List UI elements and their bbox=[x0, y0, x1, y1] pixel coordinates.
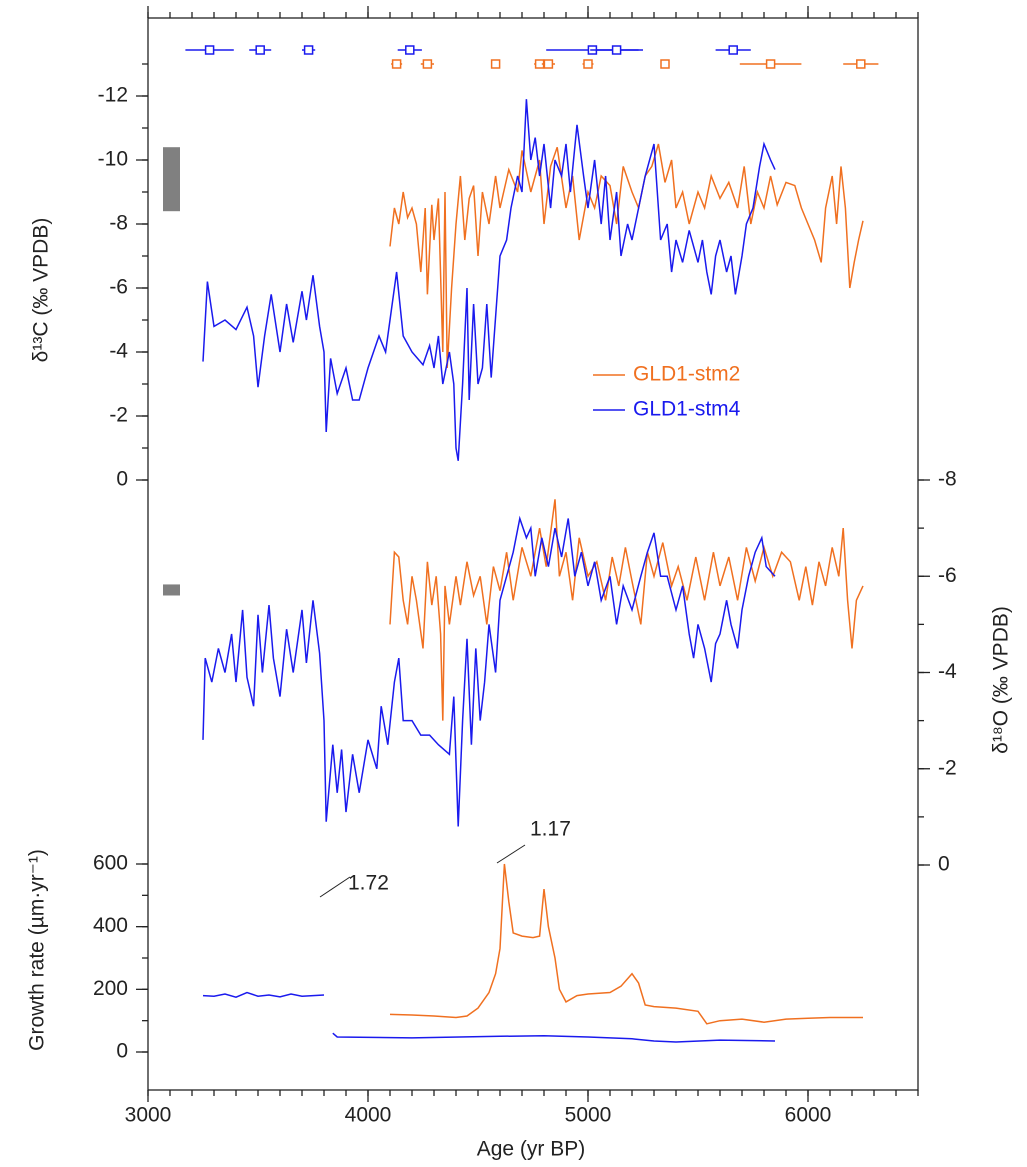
y-tick-label: -2 bbox=[109, 404, 128, 427]
y-tick-label: 600 bbox=[93, 852, 128, 875]
y-tick-label: -2 bbox=[938, 756, 957, 779]
y-tick-label: 0 bbox=[938, 853, 950, 876]
growth-line bbox=[202, 991, 776, 1043]
y-tick-label: 0 bbox=[116, 468, 128, 491]
x-tick-label: 6000 bbox=[785, 1104, 832, 1127]
y2-axis-label: δ¹⁸O (‰ VPDB) bbox=[990, 606, 1013, 754]
x-axis-label: Age (yr BP) bbox=[477, 1138, 586, 1161]
date-point bbox=[765, 59, 776, 69]
date-point bbox=[660, 59, 670, 69]
error-bar bbox=[163, 584, 180, 596]
y-tick-label: -8 bbox=[109, 212, 128, 235]
annotation-leader bbox=[496, 844, 526, 864]
date-point bbox=[422, 59, 433, 69]
d13c-line bbox=[389, 143, 864, 369]
y-tick-label: -10 bbox=[98, 148, 128, 171]
y-tick-label: -6 bbox=[109, 276, 128, 299]
date-point bbox=[303, 45, 314, 55]
date-point bbox=[728, 45, 738, 55]
y-axis-label: δ¹³C (‰ VPDB) bbox=[30, 218, 53, 363]
date-point bbox=[204, 45, 215, 55]
annotation: 1.17 bbox=[530, 818, 571, 841]
d13c-line bbox=[202, 99, 776, 461]
y-tick-label: -6 bbox=[938, 564, 957, 587]
legend-label: GLD1-stm2 bbox=[633, 363, 740, 386]
y-tick-label: 400 bbox=[93, 914, 128, 937]
date-point bbox=[405, 45, 415, 55]
y-tick-label: -8 bbox=[938, 468, 957, 491]
growth-line bbox=[389, 863, 863, 1025]
x-tick-label: 3000 bbox=[125, 1104, 172, 1127]
date-point bbox=[583, 59, 593, 69]
legend-label: GLD1-stm4 bbox=[633, 398, 741, 421]
y-tick-label: -4 bbox=[938, 660, 957, 683]
d18o-line bbox=[389, 499, 864, 721]
d18o-line bbox=[202, 515, 776, 827]
error-bar bbox=[163, 147, 180, 212]
x-tick-label: 4000 bbox=[345, 1104, 392, 1127]
date-point bbox=[255, 45, 265, 55]
y-tick-label: -4 bbox=[109, 340, 128, 363]
date-point bbox=[490, 59, 501, 69]
date-point bbox=[856, 59, 866, 69]
growth-axis-label: Growth rate (µm·yr⁻¹) bbox=[26, 849, 49, 1051]
y-tick-label: 0 bbox=[116, 1040, 128, 1063]
date-point bbox=[611, 45, 622, 55]
date-point bbox=[391, 59, 402, 69]
y-tick-label: 200 bbox=[93, 977, 128, 1000]
date-point bbox=[543, 59, 554, 69]
annotation: 1.72 bbox=[348, 872, 389, 895]
y-tick-label: -12 bbox=[98, 84, 128, 107]
annotation-leader bbox=[319, 876, 351, 898]
x-tick-label: 5000 bbox=[565, 1104, 612, 1127]
frame bbox=[147, 17, 919, 1091]
